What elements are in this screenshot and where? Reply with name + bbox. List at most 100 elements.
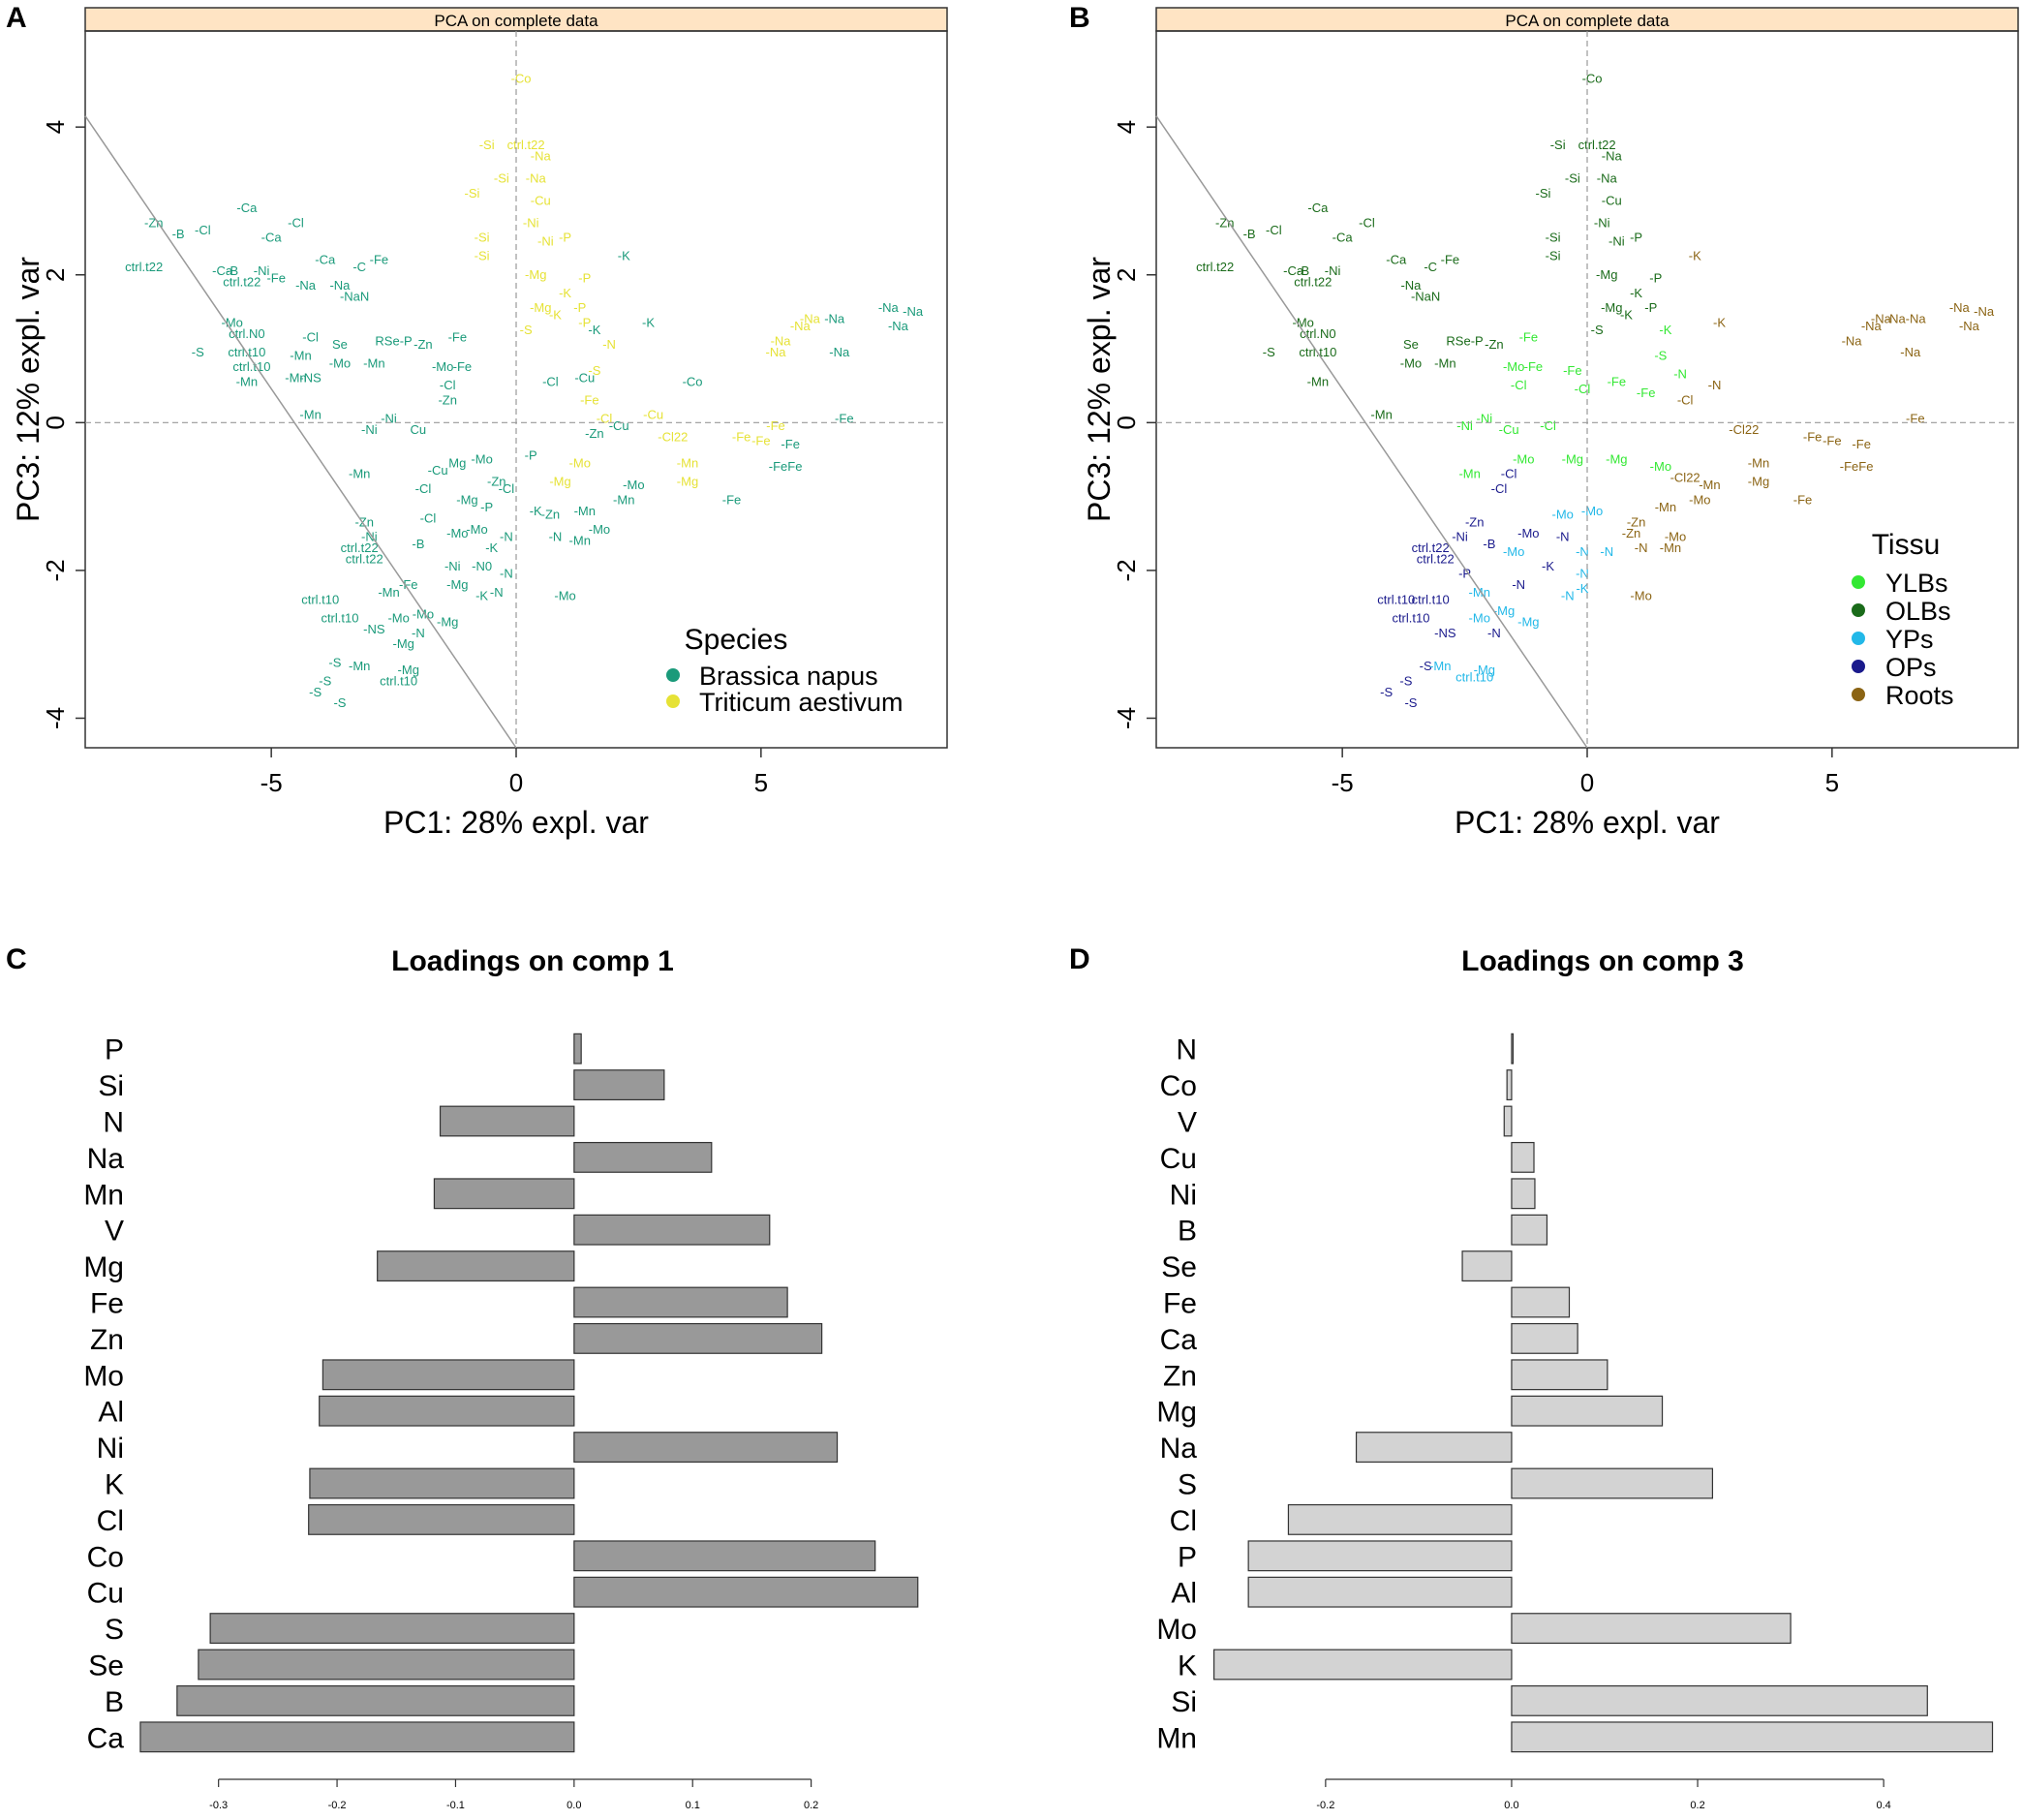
point-label: -Zn (1215, 215, 1235, 230)
point-label: -Mg (1474, 663, 1495, 677)
bar-category-label: Mo (83, 1360, 124, 1392)
bar-category-label: S (1178, 1469, 1197, 1501)
point-label: -S (588, 363, 600, 378)
point-label: -Zn (487, 474, 506, 488)
bar-category-label: Mg (83, 1251, 124, 1283)
point-label: -Mg (392, 636, 414, 651)
point-label: -Mg (1596, 267, 1617, 282)
point-label: Se (332, 337, 348, 352)
point-label: -Zn (438, 392, 457, 407)
bar-co (573, 1540, 876, 1572)
bar-b (176, 1684, 575, 1716)
point-label: -Cu (428, 463, 448, 478)
point-label: -Ni (1456, 418, 1473, 433)
point-label: -Fe (580, 392, 599, 407)
point-label: -Si (494, 171, 509, 186)
point-label: -Mn (299, 408, 321, 422)
point-label: -P (1644, 300, 1657, 315)
legend-swatch-ylbs (1852, 575, 1865, 589)
bar-fe (1511, 1286, 1571, 1318)
point-label: -Mn (1469, 585, 1490, 600)
point-label: -Mo (1469, 610, 1490, 625)
point-label: -Fe (835, 412, 854, 426)
point-label: -Cl (195, 223, 211, 237)
point-label: -Ca (315, 252, 336, 266)
point-label: -Fe (1637, 386, 1656, 400)
point-label: -Na (1861, 319, 1883, 333)
point-label: -Mo (1581, 504, 1603, 518)
point-label: -Mn (349, 467, 370, 481)
point-label: -Na (829, 345, 850, 359)
point-label: -K (485, 540, 498, 555)
point-label: ctrl.t22 (1196, 260, 1234, 274)
point-label: -N (549, 530, 563, 544)
point-label: -Mo (1503, 359, 1524, 374)
point-label: -Zn (414, 337, 433, 352)
point-label: -Mn (613, 492, 634, 507)
point-label: -S (328, 655, 341, 669)
legend-label-yps: YPs (1885, 625, 1934, 654)
point-label: -Fe (1608, 374, 1627, 388)
point-label: -P (559, 231, 571, 245)
x-tick-label: 0.2 (804, 1800, 818, 1811)
point-label: -Na (531, 149, 552, 164)
x-tick-label: 0.0 (1504, 1800, 1518, 1811)
legend-swatch-ops (1852, 660, 1865, 673)
point-label: -N (1487, 626, 1501, 640)
point-label: -Zn (1465, 514, 1485, 529)
bar-mg (1511, 1395, 1664, 1427)
point-label: -Ca (261, 231, 283, 245)
bar-p (573, 1033, 582, 1064)
x-tick-label: -0.2 (328, 1800, 347, 1811)
point-label: -Ni (1452, 530, 1468, 544)
point-label: -Mo (1513, 451, 1534, 466)
bar-na (573, 1141, 713, 1173)
point-label: -Mo (1400, 355, 1422, 370)
point-label: -Fe (1803, 430, 1823, 445)
point-label: -Cl (302, 330, 319, 345)
point-label: -P (573, 300, 586, 315)
bar-category-label: Cu (1160, 1143, 1197, 1175)
point-label: -Mg (1606, 451, 1627, 466)
point-label: -B (172, 227, 185, 241)
bar-category-label: N (1176, 1034, 1197, 1066)
point-label: -Cu (1602, 193, 1622, 207)
point-label: -Mg (525, 267, 546, 282)
point-label: -Mo (1650, 459, 1671, 474)
point-label: -P (1649, 271, 1662, 286)
point-label: -Fe (399, 577, 418, 592)
point-label: -FeFe (1840, 459, 1874, 474)
point-label: -Mn (363, 355, 384, 370)
y-tick-label: -2 (41, 559, 70, 581)
panel-b-legend: Tissu YLBs OLBs YPs OPs Roots (1852, 529, 1954, 710)
point-label: -Cl22 (1729, 422, 1759, 437)
y-tick-label: 4 (41, 120, 70, 134)
point-label: -Na (1400, 278, 1422, 293)
y-tick-label: 4 (1112, 120, 1141, 134)
point-label: -Mn (677, 455, 698, 470)
point-label: -Mo (623, 478, 644, 492)
point-label: RSe-P (375, 333, 412, 348)
bar-cl (1287, 1503, 1513, 1535)
point-label: -Mo (413, 607, 434, 622)
point-label: -Cl (1501, 467, 1517, 481)
panel-a-legend: Species Brassica napus Triticum aestivum (666, 624, 904, 717)
point-label: -Mo (589, 522, 610, 537)
y-tick-label: 0 (41, 416, 70, 429)
panel-a-ylabel: PC3: 12% expl. var (11, 257, 46, 522)
panel-b-letter: B (1069, 2, 1090, 34)
bar-al (319, 1395, 575, 1427)
point-label: -P (1630, 231, 1642, 245)
point-label: -S (319, 673, 331, 688)
point-label: -Mo (387, 610, 409, 625)
point-label: -Cu (531, 193, 551, 207)
point-label: -Mo (432, 359, 453, 374)
point-label: -Cl (1491, 481, 1508, 496)
point-label: -Fe (1519, 330, 1539, 345)
point-label: -Mg (1562, 451, 1583, 466)
bar-cu (573, 1576, 919, 1608)
bar-category-label: S (105, 1614, 124, 1646)
point-label: -Na (1974, 304, 1995, 319)
point-label: -Si (475, 249, 490, 263)
bar-category-label: Co (87, 1541, 124, 1573)
